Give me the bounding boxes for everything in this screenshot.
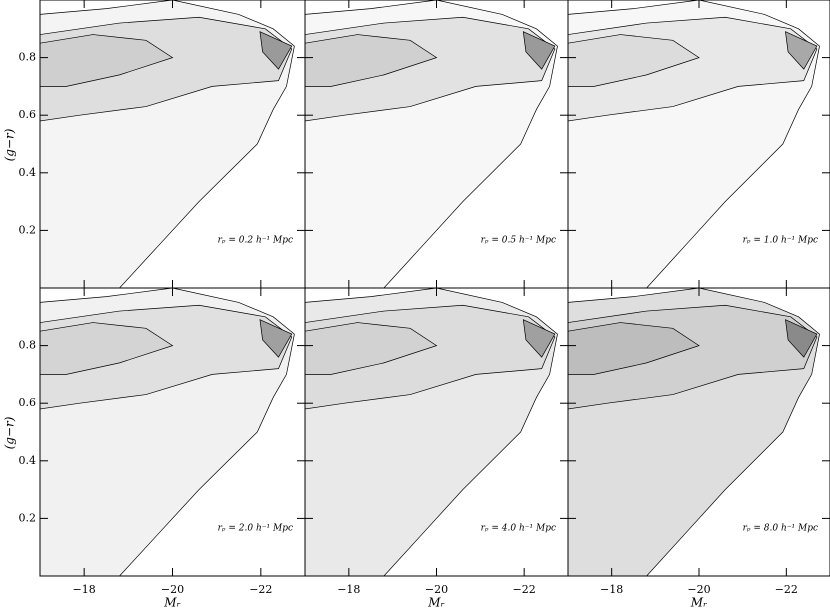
annotation: rₚ = 4.0 h⁻¹ Mpc — [481, 524, 556, 534]
contour-region — [567, 322, 700, 375]
contour-region — [259, 31, 293, 70]
panel: rₚ = 1.0 h⁻¹ Mpc — [567, 0, 830, 289]
contour-region — [567, 34, 700, 87]
x-tick-label: −20 — [161, 583, 184, 596]
y-tick-label: 0.2 — [19, 223, 37, 236]
x-tick-label: −18 — [337, 583, 360, 596]
panel: −18 −20 −22 rₚ = 4.0 h⁻¹ Mpc Mᵣ — [304, 287, 569, 610]
x-tick-label: −20 — [425, 583, 448, 596]
y-axis-label: (g−r) — [3, 128, 17, 161]
annotation: rₚ = 8.0 h⁻¹ Mpc — [743, 524, 818, 534]
x-tick-label: −18 — [73, 583, 96, 596]
contour-region — [39, 34, 174, 87]
y-tick-label: 0.6 — [19, 396, 37, 409]
y-tick-label: 0.8 — [19, 51, 37, 64]
annotation: rₚ = 0.5 h⁻¹ Mpc — [481, 236, 556, 246]
panel: rₚ = 0.5 h⁻¹ Mpc — [304, 0, 569, 289]
y-axis-label: (g−r) — [3, 416, 17, 449]
contour-region — [39, 322, 174, 375]
contour-region — [785, 319, 818, 358]
x-tick-label: −20 — [687, 583, 710, 596]
x-axis-label: Mᵣ — [163, 596, 180, 610]
y-tick-label: 0.8 — [19, 339, 37, 352]
contour-region — [259, 319, 293, 358]
contour-region — [304, 34, 438, 87]
panel: −18 −20 −22 rₚ = 8.0 h⁻¹ Mpc Mᵣ — [567, 287, 830, 610]
y-tick-label: 0.4 — [19, 166, 37, 179]
annotation: rₚ = 1.0 h⁻¹ Mpc — [743, 236, 818, 246]
x-axis-label: Mᵣ — [690, 596, 707, 610]
contour-region — [522, 31, 556, 70]
contour-region — [304, 322, 438, 375]
x-tick-label: −22 — [249, 583, 272, 596]
x-tick-label: −18 — [600, 583, 623, 596]
panel: −18 −20 −22 0.2 0.4 0.6 0.8 rₚ = 2.0 h⁻¹ Mpc (g−… — [3, 287, 306, 610]
x-tick-label: −22 — [513, 583, 536, 596]
x-axis-label: Mᵣ — [427, 596, 444, 610]
y-tick-label: 0.6 — [19, 108, 37, 121]
y-tick-label: 0.2 — [19, 511, 37, 524]
annotation: rₚ = 0.2 h⁻¹ Mpc — [218, 236, 293, 246]
contour-region — [785, 31, 818, 70]
x-tick-label: −22 — [775, 583, 798, 596]
y-tick-label: 0.4 — [19, 454, 37, 467]
contour-region — [522, 319, 556, 358]
panel: 0.2 0.4 0.6 0.8 rₚ = 0.2 h⁻¹ Mpc (g−r) — [3, 0, 306, 289]
annotation: rₚ = 2.0 h⁻¹ Mpc — [218, 524, 293, 534]
